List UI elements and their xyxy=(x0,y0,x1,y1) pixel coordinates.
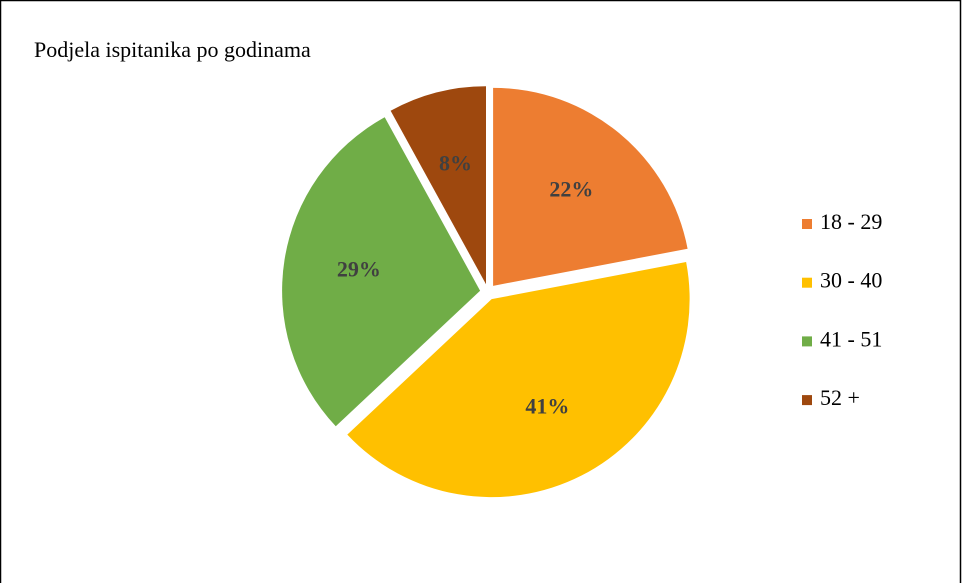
pie-slice xyxy=(282,117,481,427)
legend-label: 30 - 40 xyxy=(820,268,882,293)
data-label: 22% xyxy=(549,176,593,201)
pie-slice xyxy=(493,87,688,286)
data-label: 8% xyxy=(439,150,472,175)
chart-title: Podjela ispitanika po godinama xyxy=(34,37,311,62)
legend-label: 41 - 51 xyxy=(820,326,882,351)
pie-slice xyxy=(390,86,487,285)
legend-swatch xyxy=(802,219,812,229)
data-label: 29% xyxy=(337,257,381,282)
legend-swatch xyxy=(802,395,812,406)
legend-label: 18 - 29 xyxy=(820,209,882,234)
legend-swatch xyxy=(802,336,812,347)
pie-slice xyxy=(347,262,690,498)
data-label: 41% xyxy=(525,394,569,419)
legend-label: 52 + xyxy=(820,385,860,410)
legend-swatch xyxy=(802,277,812,288)
